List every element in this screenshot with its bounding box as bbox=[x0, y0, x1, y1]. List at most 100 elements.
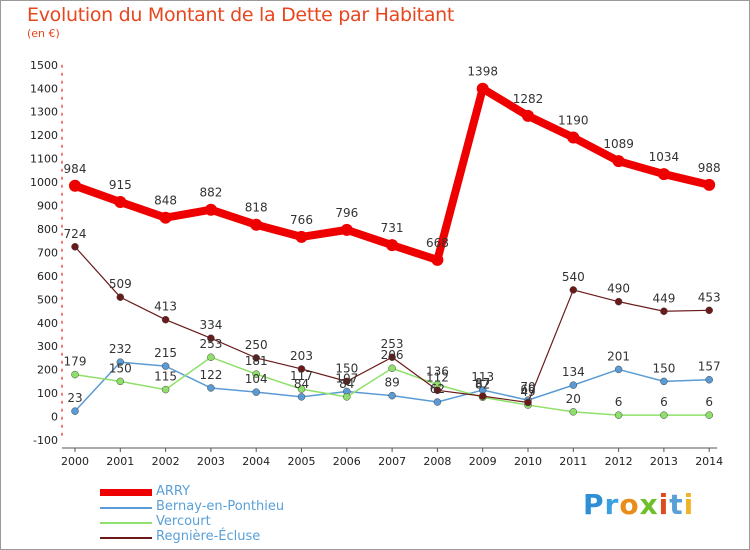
data-label-vercourt: 253 bbox=[199, 337, 222, 351]
data-point-arry bbox=[340, 223, 353, 236]
data-point-arry bbox=[386, 239, 399, 252]
data-label-arry: 988 bbox=[698, 161, 721, 175]
x-tick-label: 2001 bbox=[106, 455, 134, 468]
data-point-bernay-en-ponthieu bbox=[252, 388, 260, 396]
data-point-bernay-en-ponthieu bbox=[161, 362, 170, 370]
data-point-bernay-en-ponthieu bbox=[297, 393, 306, 401]
y-tick-label: 1000 bbox=[30, 176, 58, 189]
data-point-regniere-ecluse bbox=[116, 293, 125, 301]
proxiti-logo: Proxiti bbox=[583, 488, 694, 521]
data-label-arry: 984 bbox=[64, 162, 87, 176]
y-tick-label: 200 bbox=[37, 364, 58, 377]
data-point-vercourt bbox=[207, 353, 215, 361]
data-label-arry: 766 bbox=[290, 213, 313, 227]
data-label-arry: 1282 bbox=[513, 92, 544, 106]
logo-letter: P bbox=[583, 488, 605, 521]
y-tick-label: 1400 bbox=[30, 82, 58, 95]
data-point-regniere-ecluse bbox=[478, 392, 487, 400]
data-point-regniere-ecluse bbox=[161, 315, 170, 324]
x-tick-label: 2009 bbox=[469, 455, 497, 468]
data-point-arry bbox=[522, 109, 534, 122]
x-tick-label: 2006 bbox=[333, 455, 361, 468]
x-tick-label: 2002 bbox=[152, 455, 180, 468]
data-point-regniere-ecluse bbox=[433, 386, 442, 395]
data-point-bernay-en-ponthieu bbox=[71, 407, 79, 415]
logo-letter: r bbox=[604, 488, 620, 521]
data-label-arry: 915 bbox=[109, 178, 132, 192]
logo-letter: t bbox=[669, 488, 684, 521]
data-label-arry: 1034 bbox=[649, 150, 680, 164]
data-point-bernay-en-ponthieu bbox=[207, 384, 215, 392]
data-label-arry: 848 bbox=[154, 194, 177, 208]
data-label-bernay-en-ponthieu: 134 bbox=[562, 365, 585, 379]
data-point-vercourt bbox=[71, 370, 79, 379]
data-point-vercourt bbox=[660, 411, 668, 419]
legend-item: ARRY bbox=[100, 484, 360, 501]
chart-title: Evolution du Montant de la Dette par Hab… bbox=[27, 4, 455, 26]
data-label-arry: 668 bbox=[426, 236, 449, 250]
data-point-arry bbox=[703, 178, 716, 191]
y-tick-label: 1200 bbox=[30, 129, 58, 142]
data-label-vercourt: 115 bbox=[154, 370, 177, 384]
data-point-regniere-ecluse bbox=[569, 286, 578, 294]
legend-swatch bbox=[100, 489, 152, 496]
data-label-bernay-en-ponthieu: 62 bbox=[430, 382, 445, 396]
data-point-arry bbox=[612, 155, 625, 168]
data-label-vercourt: 179 bbox=[64, 355, 87, 369]
data-label-regniere-ecluse: 540 bbox=[562, 270, 585, 284]
data-point-arry bbox=[250, 218, 263, 231]
data-label-regniere-ecluse: 509 bbox=[109, 277, 132, 291]
data-point-arry bbox=[476, 82, 489, 95]
data-point-bernay-en-ponthieu bbox=[116, 358, 125, 366]
data-label-vercourt: 49 bbox=[520, 385, 535, 399]
data-point-vercourt bbox=[161, 385, 170, 394]
y-tick-label: -100 bbox=[33, 434, 58, 447]
data-point-regniere-ecluse bbox=[297, 365, 306, 373]
x-tick-label: 2010 bbox=[514, 455, 542, 468]
data-point-regniere-ecluse bbox=[252, 354, 260, 362]
series-layer bbox=[69, 82, 716, 419]
y-tick-label: 0 bbox=[51, 411, 58, 424]
data-point-regniere-ecluse bbox=[71, 243, 79, 251]
data-label-bernay-en-ponthieu: 201 bbox=[607, 349, 630, 363]
logo-letter: o bbox=[619, 488, 640, 521]
y-tick-label: 1300 bbox=[30, 106, 58, 119]
data-point-vercourt bbox=[614, 411, 623, 419]
data-point-vercourt bbox=[297, 385, 306, 393]
logo-letter: x bbox=[639, 488, 659, 521]
data-label-regniere-ecluse: 112 bbox=[426, 370, 449, 384]
data-label-vercourt: 206 bbox=[381, 348, 404, 362]
data-label-arry: 731 bbox=[381, 221, 404, 235]
data-point-regniere-ecluse bbox=[660, 307, 668, 316]
data-label-bernay-en-ponthieu: 89 bbox=[384, 376, 399, 390]
data-label-regniere-ecluse: 150 bbox=[335, 361, 358, 375]
data-point-arry bbox=[69, 179, 81, 192]
y-tick-label: 600 bbox=[37, 270, 58, 283]
x-tick-label: 2004 bbox=[242, 455, 270, 468]
data-label-regniere-ecluse: 250 bbox=[245, 338, 268, 352]
data-label-bernay-en-ponthieu: 232 bbox=[109, 342, 132, 356]
legend-label: Bernay-en-Ponthieu bbox=[156, 499, 285, 514]
data-label-arry: 1190 bbox=[558, 113, 589, 127]
data-point-regniere-ecluse bbox=[614, 297, 623, 306]
data-label-vercourt: 82 bbox=[475, 377, 490, 391]
y-tick-label: 1500 bbox=[30, 59, 58, 72]
data-label-bernay-en-ponthieu: 150 bbox=[652, 361, 675, 375]
x-tick-label: 2008 bbox=[423, 455, 451, 468]
legend-label: ARRY bbox=[156, 484, 191, 499]
data-label-bernay-en-ponthieu: 70 bbox=[520, 380, 535, 394]
data-point-bernay-en-ponthieu bbox=[660, 377, 668, 386]
y-tick-label: 500 bbox=[37, 293, 58, 306]
data-label-bernay-en-ponthieu: 113 bbox=[471, 370, 494, 384]
legend-swatch bbox=[100, 522, 152, 524]
data-point-bernay-en-ponthieu bbox=[433, 398, 442, 406]
data-label-vercourt: 84 bbox=[339, 377, 354, 391]
data-point-bernay-en-ponthieu bbox=[388, 391, 396, 400]
data-label-regniere-ecluse: 490 bbox=[607, 282, 630, 296]
legend-item: Regnière-Écluse bbox=[100, 529, 360, 546]
legend-item: Bernay-en-Ponthieu bbox=[100, 499, 360, 516]
data-point-arry bbox=[431, 253, 444, 266]
data-label-arry: 818 bbox=[245, 201, 268, 215]
data-point-bernay-en-ponthieu bbox=[614, 365, 623, 374]
legend-label: Vercourt bbox=[156, 514, 211, 529]
